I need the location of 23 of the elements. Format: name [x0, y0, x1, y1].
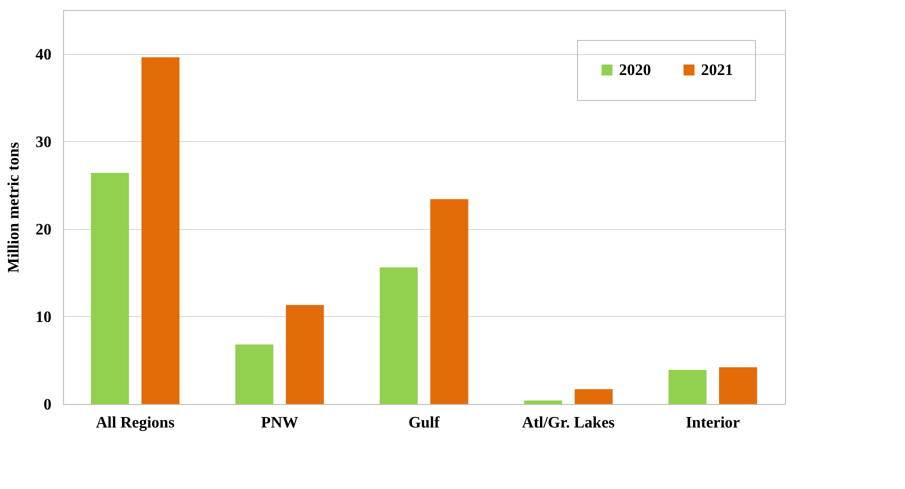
y-tick-label: 30 — [36, 134, 52, 151]
bar — [574, 389, 613, 404]
bar — [90, 172, 129, 404]
x-tick-label: Interior — [686, 414, 740, 432]
x-tick-label: Gulf — [408, 414, 440, 432]
x-tick-label: All Regions — [96, 414, 175, 432]
legend-label: 2020 — [619, 62, 651, 79]
y-tick-label: 20 — [36, 221, 52, 238]
bar — [235, 344, 274, 404]
x-tick-label: Atl/Gr. Lakes — [522, 414, 615, 432]
y-tick-label: 10 — [36, 308, 52, 326]
y-axis-title: Million metric tons — [6, 142, 22, 273]
y-tick-label: 40 — [36, 46, 52, 64]
bar — [430, 199, 468, 404]
bar — [286, 305, 324, 404]
legend-label: 2021 — [701, 62, 733, 79]
bar — [141, 57, 180, 404]
y-tick-label: 0 — [44, 396, 52, 414]
bar — [719, 367, 758, 404]
bar — [380, 267, 418, 404]
bar — [524, 400, 562, 404]
x-tick-label: PNW — [260, 414, 298, 432]
bar — [668, 370, 707, 404]
